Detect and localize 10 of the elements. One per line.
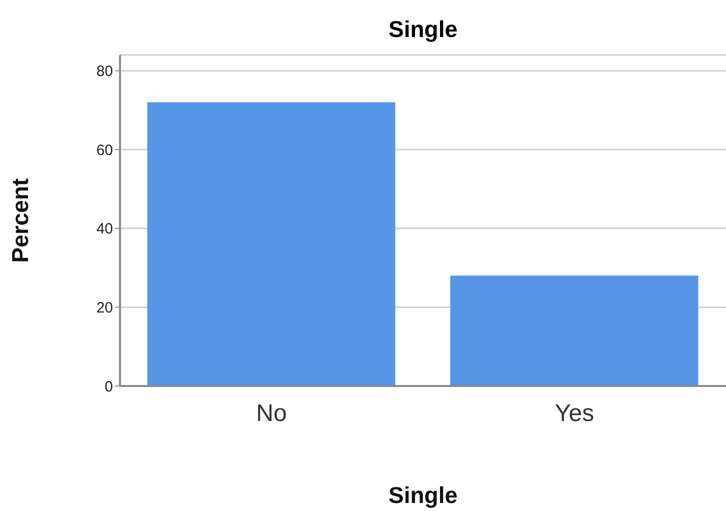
y-axis-title: Percent [7, 178, 34, 263]
chart-title: Single [387, 16, 458, 43]
x-tick-label: Yes [554, 400, 594, 428]
x-tick-label: No [256, 400, 287, 428]
y-tick-label: 60 [96, 142, 113, 159]
y-tick-label: 40 [96, 220, 113, 238]
y-tick-label: 0 [104, 378, 113, 396]
x-axis-title: Single [388, 482, 458, 508]
y-tick-label: 80 [96, 63, 113, 80]
y-tick-label: 20 [96, 300, 113, 317]
